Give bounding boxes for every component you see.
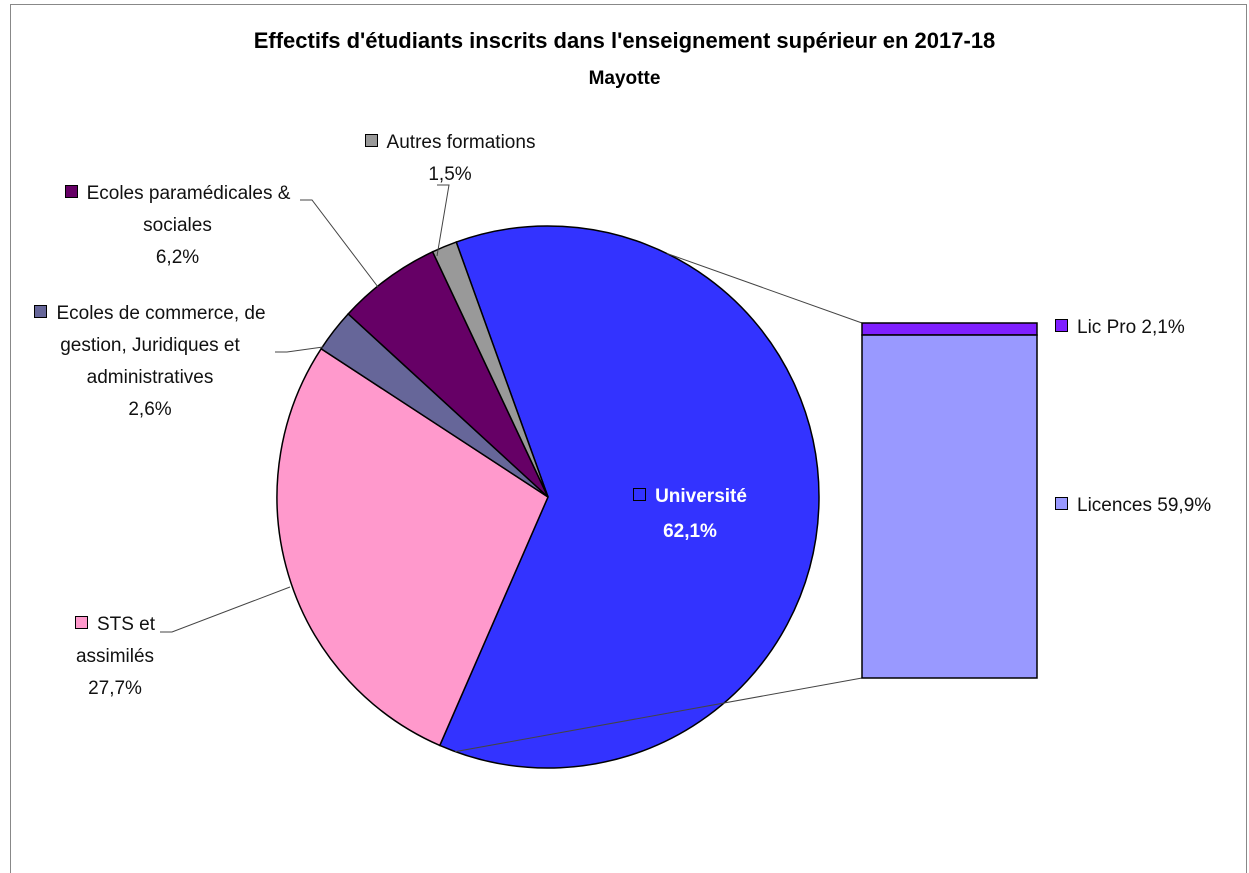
bar-segment <box>861 334 1038 679</box>
legend-swatch <box>34 305 48 318</box>
value-label: 62,1% <box>663 521 717 542</box>
category-label: Lic Pro <box>1077 317 1137 338</box>
value-label: 27,7% <box>88 678 142 699</box>
chart-subtitle: Mayotte <box>588 68 661 89</box>
category-label: Ecoles de commerce, de gestion, Juridiqu… <box>56 303 266 388</box>
slice-label: Ecoles paramédicales & sociales 6,2% <box>40 178 315 274</box>
leader-line <box>436 184 450 257</box>
slice-label: Autres formations 1,5% <box>330 127 570 191</box>
value-label: 2,1% <box>1141 317 1185 338</box>
chart-title: Effectifs d'étudiants inscrits dans l'en… <box>253 28 996 53</box>
category-label: STS et assimilés <box>75 614 156 667</box>
category-label: Ecoles paramédicales & sociales <box>86 183 291 236</box>
slice-label: Ecoles de commerce, de gestion, Juridiqu… <box>15 298 285 426</box>
bar-label: Licences 59,9% <box>1055 495 1211 517</box>
connector-line <box>455 677 863 753</box>
category-label: Autres formations <box>386 132 536 153</box>
category-label: Université <box>655 486 747 507</box>
legend-swatch <box>633 488 647 501</box>
legend-swatch <box>64 185 78 198</box>
bar-label: Lic Pro 2,1% <box>1055 317 1185 339</box>
connector-line <box>666 252 863 324</box>
bar-segment <box>861 322 1038 336</box>
legend-swatch <box>1055 496 1068 510</box>
category-label: Licences <box>1077 494 1152 516</box>
value-label: 1,5% <box>428 164 472 185</box>
pie-slice <box>431 241 549 498</box>
legend-swatch <box>364 134 378 147</box>
legend-swatch <box>1055 319 1068 332</box>
slice-label: STS et assimilés 27,7% <box>40 609 190 705</box>
leader-line <box>300 199 379 288</box>
leader-line <box>160 586 291 633</box>
pie-slice <box>438 225 820 769</box>
leader-line <box>275 346 324 353</box>
slice-label: Université 62,1% <box>560 479 820 549</box>
legend-swatch <box>74 616 88 629</box>
value-label: 2,6% <box>128 399 172 420</box>
frame <box>10 4 1247 873</box>
value-label: 59,9% <box>1157 494 1212 516</box>
value-label: 6,2% <box>155 247 200 268</box>
pie-slice <box>276 347 549 747</box>
